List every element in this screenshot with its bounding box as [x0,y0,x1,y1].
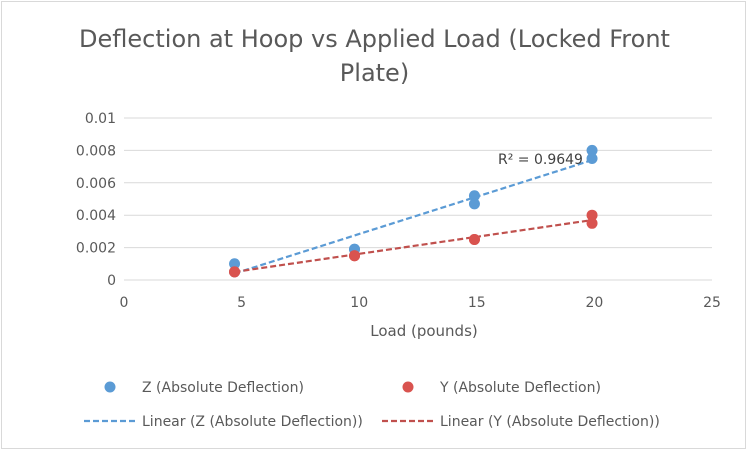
x-tick-label: 15 [468,295,486,311]
legend-entry-label: Y (Absolute Deflection) [439,380,601,396]
trendline [234,218,593,273]
data-point [586,144,598,156]
x-tick-label: 20 [585,295,603,311]
data-point [229,266,241,278]
legend-marker [402,381,414,393]
trendline [234,159,593,275]
data-point [586,153,598,164]
x-axis-label: Load (pounds) [370,322,478,340]
data-point [468,234,480,245]
data-point [468,190,480,202]
data-point [348,250,360,262]
data-point [586,209,598,221]
y-tick-label: 0.004 [76,208,116,224]
y-tick-label: 0.002 [76,241,116,257]
chart-title-line-2: Plate) [339,59,410,87]
y-tick-label: 0 [107,273,116,289]
chart-title-line-1: Deflection at Hoop vs Applied Load (Lock… [79,25,670,53]
x-tick-label: 5 [237,295,246,311]
x-tick-label: 0 [120,295,129,311]
legend-entry-label: Linear (Z (Absolute Deflection)) [142,414,363,430]
data-point [229,258,241,270]
x-tick-label: 25 [703,295,721,311]
x-tick-label: 10 [350,295,368,311]
legend-marker [104,381,116,393]
legend-entry-label: Z (Absolute Deflection) [142,380,304,396]
data-point [586,217,598,229]
chart-title: Deflection at Hoop vs Applied Load (Lock… [0,22,749,90]
y-tick-label: 0.008 [76,143,116,159]
data-point [468,198,480,210]
y-tick-label: 0.01 [85,111,116,127]
legend-entry-label: Linear (Y (Absolute Deflection)) [440,414,660,430]
r-squared-annotation: R² = 0.9649 [498,152,583,168]
y-tick-label: 0.006 [76,176,116,192]
